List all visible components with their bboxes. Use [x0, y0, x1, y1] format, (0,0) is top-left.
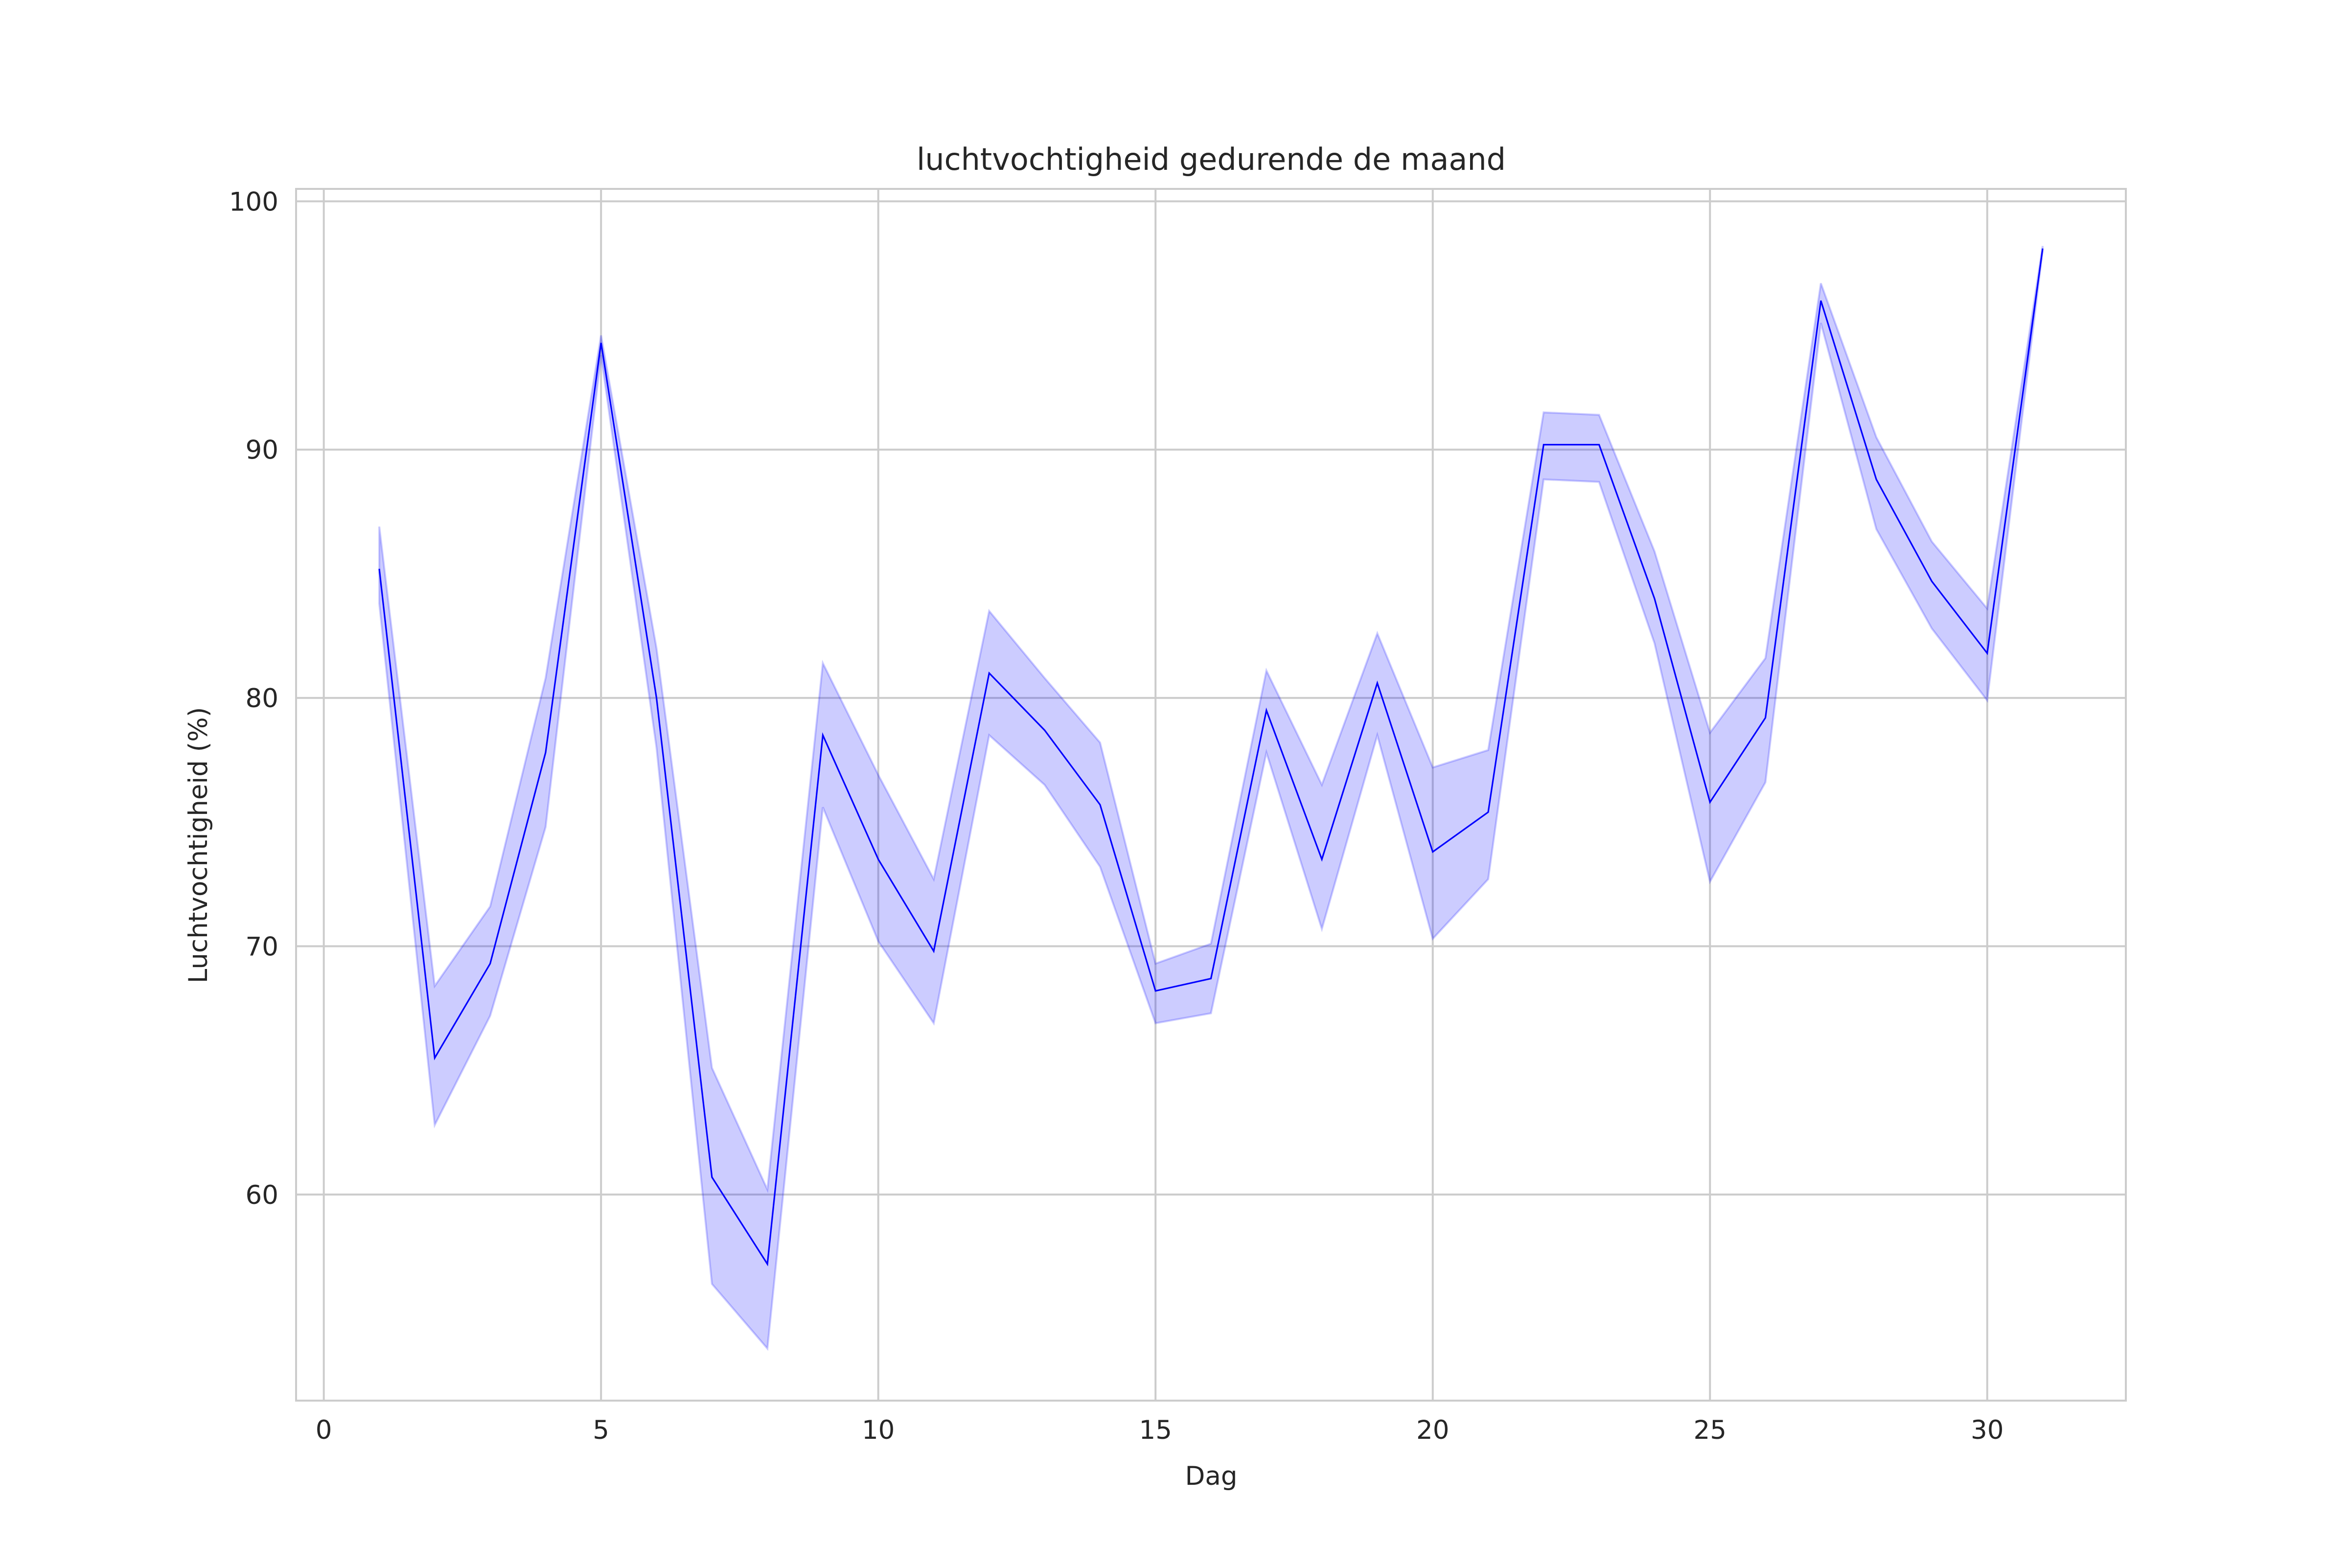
grid: [296, 189, 2126, 1401]
y-tick-label: 60: [246, 1180, 278, 1210]
series-line: [378, 248, 2044, 1267]
x-tick-label: 15: [1139, 1415, 1172, 1445]
y-axis-label: Luchtvochtigheid (%): [184, 707, 213, 984]
x-tick-label: 20: [1416, 1415, 1449, 1445]
y-tick-label: 70: [246, 932, 278, 962]
x-tick-label: 25: [1694, 1415, 1727, 1445]
plot-frame: [295, 188, 2127, 1402]
x-tick-label: 10: [862, 1415, 895, 1445]
x-tick-label: 0: [316, 1415, 332, 1445]
chart-title: luchtvochtigheid gedurende de maand: [917, 141, 1506, 177]
x-tick-label: 30: [1971, 1415, 2004, 1445]
x-axis-label: Dag: [1185, 1461, 1238, 1491]
x-tick-labels: 0 5 10 15 20 25 30: [316, 1415, 2004, 1445]
y-tick-labels: 60 70 80 90 100: [229, 187, 278, 1210]
x-tick-label: 5: [593, 1415, 609, 1445]
y-tick-label: 100: [229, 187, 278, 217]
y-tick-label: 90: [246, 436, 278, 465]
y-tick-label: 80: [246, 684, 278, 714]
